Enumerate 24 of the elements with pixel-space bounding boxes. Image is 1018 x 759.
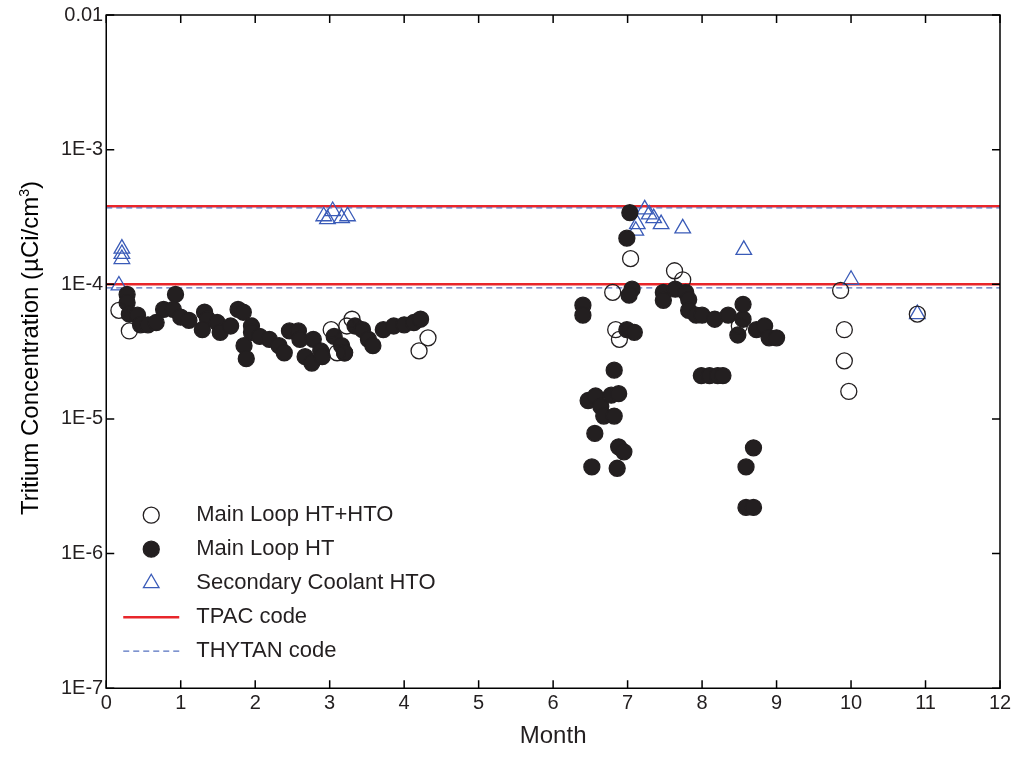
x-tick-label: 12 [988, 690, 1012, 713]
legend-label: Secondary Coolant HTO [196, 569, 436, 595]
x-tick-label: 5 [473, 690, 485, 713]
y-tick-label: 1E-5 [61, 406, 104, 429]
y-tick-label: 1E-4 [61, 271, 104, 294]
legend-label: Main Loop HT [196, 535, 335, 561]
y-tick-label: 0.01 [64, 2, 104, 25]
x-tick-label: 0 [100, 690, 112, 713]
x-tick-label: 3 [324, 690, 336, 713]
legend-label: TPAC code [196, 603, 308, 629]
legend-label: THYTAN code [196, 637, 337, 663]
x-tick-label: 10 [839, 690, 863, 713]
x-tick-label: 8 [696, 690, 708, 713]
x-tick-label: 4 [398, 690, 410, 713]
x-axis-title: Month [519, 721, 587, 749]
x-tick-label: 9 [771, 690, 783, 713]
y-tick-label: 1E-6 [61, 541, 104, 564]
legend-label: Main Loop HT+HTO [196, 501, 394, 527]
x-tick-label: 2 [249, 690, 261, 713]
x-tick-label: 11 [915, 690, 936, 713]
x-tick-label: 6 [547, 690, 559, 713]
x-tick-label: 1 [175, 690, 187, 713]
y-tick-label: 1E-3 [61, 137, 104, 160]
x-tick-label: 7 [622, 690, 634, 713]
